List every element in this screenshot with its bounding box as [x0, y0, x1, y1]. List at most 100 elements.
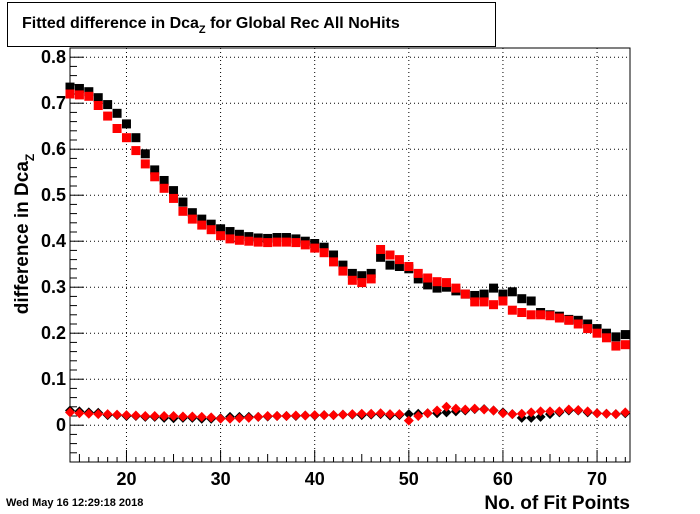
series-0-square-marker [413, 274, 423, 284]
series-0-square-marker [84, 87, 94, 97]
series-3-diamond-marker [432, 405, 443, 416]
series-0-square-marker [103, 100, 113, 110]
series-1-square-marker [517, 308, 527, 317]
series-3-diamond-marker [262, 411, 273, 421]
series-3-diamond-marker [573, 405, 584, 416]
x-tick-label: 70 [587, 469, 607, 489]
grid-lines [70, 48, 630, 462]
series-2-diamond-marker [403, 409, 414, 420]
series-1-square-marker [319, 248, 329, 258]
y-axis-title-sub: Z [23, 154, 37, 161]
series-3-diamond-marker [319, 410, 330, 421]
series-3-diamond-marker [177, 411, 188, 422]
series-3-diamond-marker [243, 412, 254, 423]
axis-ticks [69, 47, 626, 463]
series-1-square-marker [338, 266, 348, 276]
series-0-square-marker [169, 186, 179, 196]
series-3-diamond-marker [140, 411, 151, 421]
series-0-square-marker [93, 93, 103, 103]
series-3-diamond-marker [592, 408, 603, 419]
series-0-square-marker [357, 271, 367, 281]
series-1-square-marker [131, 146, 141, 156]
series-0-square-marker [272, 233, 282, 243]
series-0-square-marker [329, 250, 339, 260]
series-3-diamond-marker [130, 410, 141, 421]
series-3-diamond-marker [83, 408, 94, 419]
series-3-diamond-marker [479, 404, 490, 415]
x-tick-label: 50 [399, 469, 419, 489]
series-1-square-marker [216, 231, 226, 241]
series-1-square-marker [611, 341, 621, 351]
series-0-square-marker [423, 280, 433, 290]
series-3-diamond-marker [356, 408, 367, 419]
series-1-square-marker [159, 183, 169, 193]
series-0-square-marker [620, 330, 630, 340]
series-3-diamond-marker [149, 411, 160, 421]
series-0-square-marker [65, 82, 75, 92]
series-3-diamond-marker [102, 409, 113, 420]
series-0-square-marker [611, 332, 621, 342]
series-1-square-marker [178, 206, 188, 216]
x-tick-label: 20 [116, 469, 136, 489]
series-3-diamond-marker [507, 409, 518, 420]
series-3-diamond-marker [545, 406, 555, 417]
series-0-square-marker [517, 294, 527, 304]
series-1-square-marker [498, 296, 508, 306]
series-2-diamond-marker [526, 412, 537, 423]
series-0-square-marker [338, 260, 348, 270]
series-0-square-marker [206, 219, 216, 229]
series-3-diamond-marker [159, 411, 170, 421]
series-0-square-marker [225, 227, 235, 237]
series-1-square-marker [150, 172, 160, 182]
series-3-diamond-marker [450, 403, 461, 414]
series-1-square-marker [187, 214, 197, 224]
series-1-square-marker [140, 159, 150, 169]
x-tick-label: 30 [211, 469, 231, 489]
y-tick-label: 0.4 [41, 231, 66, 251]
series-3-diamond-marker [366, 408, 377, 419]
series-0-square-marker [583, 319, 593, 329]
series-1-square-marker [385, 250, 395, 260]
series-1-square-marker [441, 278, 451, 288]
series-1-square-marker [103, 111, 113, 121]
series-3-diamond-marker [441, 401, 452, 412]
series-3-diamond-marker [65, 407, 75, 418]
x-tick-label: 40 [305, 469, 325, 489]
series-0-square-marker [310, 239, 320, 248]
series-0-square-marker [385, 260, 395, 270]
series-3-diamond-marker [403, 415, 414, 426]
y-axis-title: difference in DcaZ [12, 154, 37, 314]
series-0-square-marker [121, 119, 131, 129]
series-0-square-marker [178, 197, 188, 207]
series-1-square-marker [169, 193, 179, 203]
series-3-diamond-marker [168, 411, 179, 421]
y-tick-label: 0.8 [41, 47, 66, 67]
series-3-diamond-marker [535, 406, 546, 417]
series-3-diamond-marker [460, 404, 471, 415]
series-1-square-marker [404, 262, 414, 271]
series-0-square-marker [197, 214, 207, 224]
series-3-diamond-marker [526, 407, 537, 418]
series-1-square-marker [545, 311, 555, 321]
series-3-diamond-marker [300, 410, 311, 421]
series-3-diamond-marker [413, 411, 424, 421]
series-3-diamond-marker [225, 413, 235, 424]
y-axis-title-main: difference in Dca [12, 161, 33, 315]
title-box: Fitted difference in DcaZ for Global Rec… [7, 2, 496, 47]
series-1-square-marker [112, 124, 122, 133]
series-1-square-marker [554, 313, 564, 323]
x-tick-label: 60 [493, 469, 513, 489]
y-tick-label: 0.6 [41, 139, 66, 159]
series-1-square-marker [74, 90, 84, 100]
series-3-diamond-marker [385, 409, 395, 420]
series-1-square-marker [234, 235, 244, 245]
series-3-diamond-marker [234, 413, 245, 424]
plot-title: Fitted difference in DcaZ for Global Rec… [22, 15, 400, 36]
series-1-square-marker [479, 297, 489, 307]
series-1-square-marker [564, 315, 574, 325]
series-3-diamond-marker [309, 410, 320, 421]
series-1-square-marker [65, 89, 75, 99]
series-1-square-marker [310, 243, 320, 253]
series-1-square-marker [357, 278, 367, 288]
